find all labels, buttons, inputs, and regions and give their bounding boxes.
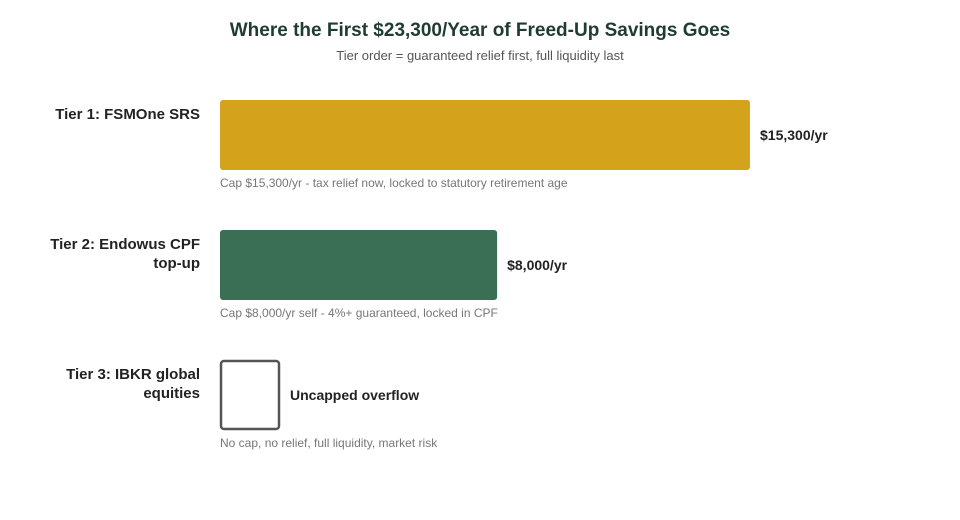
tier-1-value-label: $15,300/yr — [760, 127, 828, 143]
tier-2-label-line: top-up — [153, 255, 200, 272]
tier-3-note: No cap, no relief, full liquidity, marke… — [220, 436, 438, 450]
tier-2-label-line: Tier 2: Endowus CPF — [50, 236, 200, 253]
tier-3-label-line: equities — [143, 385, 200, 402]
tier-2-label: Tier 2: Endowus CPF top-up — [50, 236, 200, 272]
tier-3-label-line: Tier 3: IBKR global — [66, 366, 200, 383]
tier-1-label-line: Tier 1: FSMOne SRS — [55, 106, 200, 123]
tier-3-bar — [219, 359, 281, 431]
tier-1-bar — [220, 100, 750, 170]
tier-1-note: Cap $15,300/yr - tax relief now, locked … — [220, 176, 568, 190]
tier-2-note: Cap $8,000/yr self - 4%+ guaranteed, loc… — [220, 306, 498, 320]
tier-3-label: Tier 3: IBKR global equities — [66, 366, 200, 402]
chart-title: Where the First $23,300/Year of Freed-Up… — [229, 20, 731, 41]
tier-2-bar — [220, 230, 498, 300]
chart-subtitle: Tier order = guaranteed relief first, fu… — [336, 48, 624, 63]
tier-3-value-label: Uncapped overflow — [290, 387, 419, 403]
tier-1-label: Tier 1: FSMOne SRS — [55, 106, 200, 123]
tier-2-value-label: $8,000/yr — [507, 257, 567, 273]
